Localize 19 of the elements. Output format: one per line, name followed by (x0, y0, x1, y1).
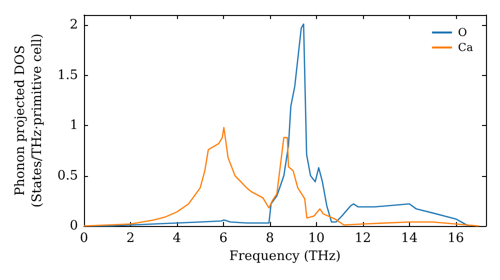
y-tick-label: 1 (70, 118, 78, 134)
x-tick-label: 16 (448, 231, 464, 246)
line-series (83, 126, 480, 227)
x-tick-label: 10 (308, 231, 325, 246)
x-tick-label: 0 (80, 231, 88, 246)
x-axis-title: Frequency (THz) (229, 248, 341, 264)
x-tick-label: 6 (219, 231, 228, 246)
y-tick-label: 0 (70, 218, 78, 234)
x-tick-label: 14 (401, 231, 418, 246)
x-tick-label: 2 (126, 231, 135, 246)
legend-label: Ca (458, 41, 474, 54)
y-axis-title: Phonon projected DOS (States/THz·primitive cell) (13, 33, 45, 208)
x-tick-label: 8 (266, 231, 274, 246)
legend-label: O (458, 26, 468, 39)
x-tick-label: 12 (354, 231, 372, 246)
y-tick-label: 0.5 (57, 168, 78, 184)
y-tick-label: 2 (70, 18, 78, 33)
x-tick-label: 4 (172, 231, 182, 246)
y-tick-label: 1.5 (57, 68, 78, 83)
